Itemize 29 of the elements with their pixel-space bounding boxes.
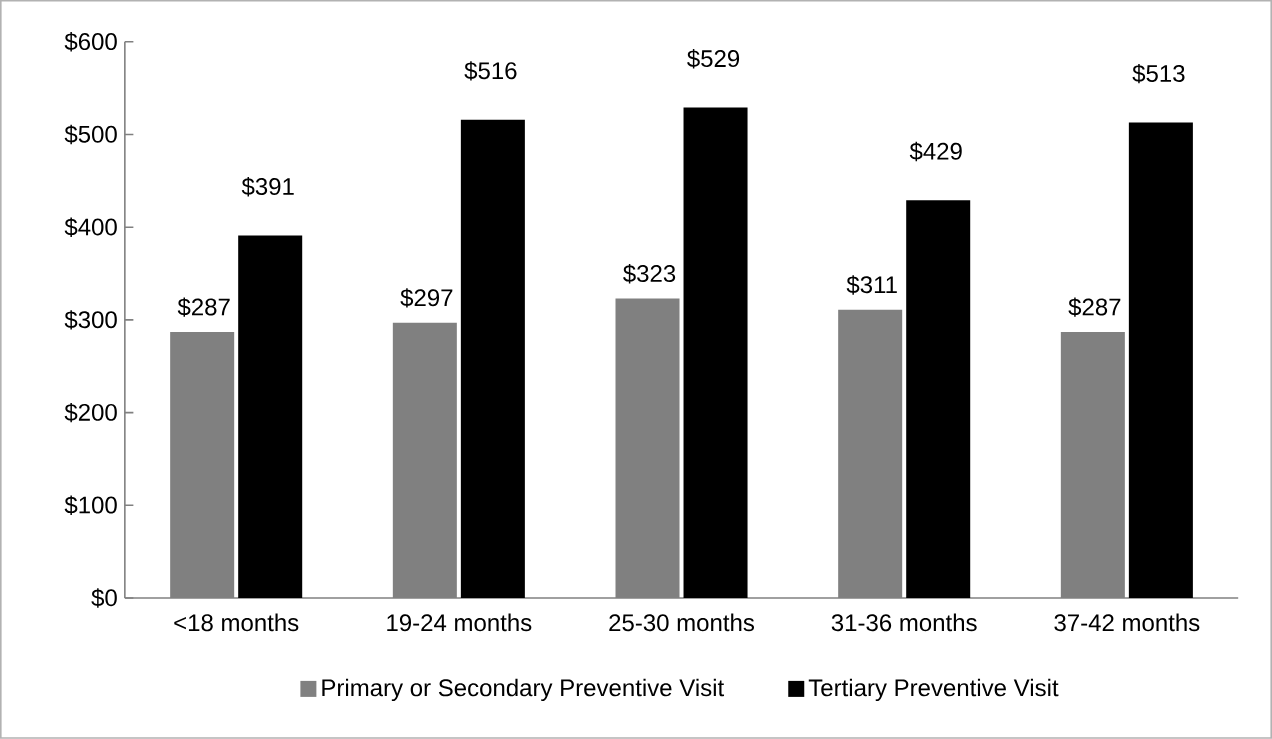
data-label: $429: [909, 141, 962, 162]
data-label: $513: [1132, 64, 1185, 84]
x-tick-label: 37-42 months: [1054, 613, 1200, 632]
bar: [683, 107, 748, 599]
data-label: $323: [623, 264, 676, 284]
y-tick-label: $500: [64, 124, 117, 145]
data-label: $529: [687, 49, 740, 69]
y-tick-label: $600: [64, 32, 117, 52]
data-label: $287: [177, 297, 230, 317]
y-tick-label: $200: [64, 402, 117, 423]
data-label: $391: [241, 177, 294, 197]
bar: [460, 119, 525, 599]
bar: [238, 235, 303, 599]
x-tick-label: 25-30 months: [609, 613, 755, 632]
y-tick-label: $400: [64, 217, 117, 237]
legend-label: Tertiary Preventive Visit: [808, 678, 1059, 702]
legend-label: Primary or Secondary Preventive Visit: [322, 678, 725, 702]
x-tick-label: 19-24 months: [387, 613, 532, 632]
bar: [906, 200, 971, 599]
y-tick-label: $100: [64, 495, 117, 516]
data-label: $297: [400, 288, 453, 308]
data-label: $516: [464, 61, 517, 81]
y-tick-label: $0: [91, 588, 117, 608]
data-label: $287: [1068, 297, 1121, 317]
y-tick-label: $300: [64, 310, 117, 330]
x-tick-label: <18 months: [174, 613, 299, 632]
data-label: $311: [846, 275, 897, 295]
x-tick-label: 31-36 months: [831, 613, 977, 632]
bar: [1128, 122, 1193, 599]
